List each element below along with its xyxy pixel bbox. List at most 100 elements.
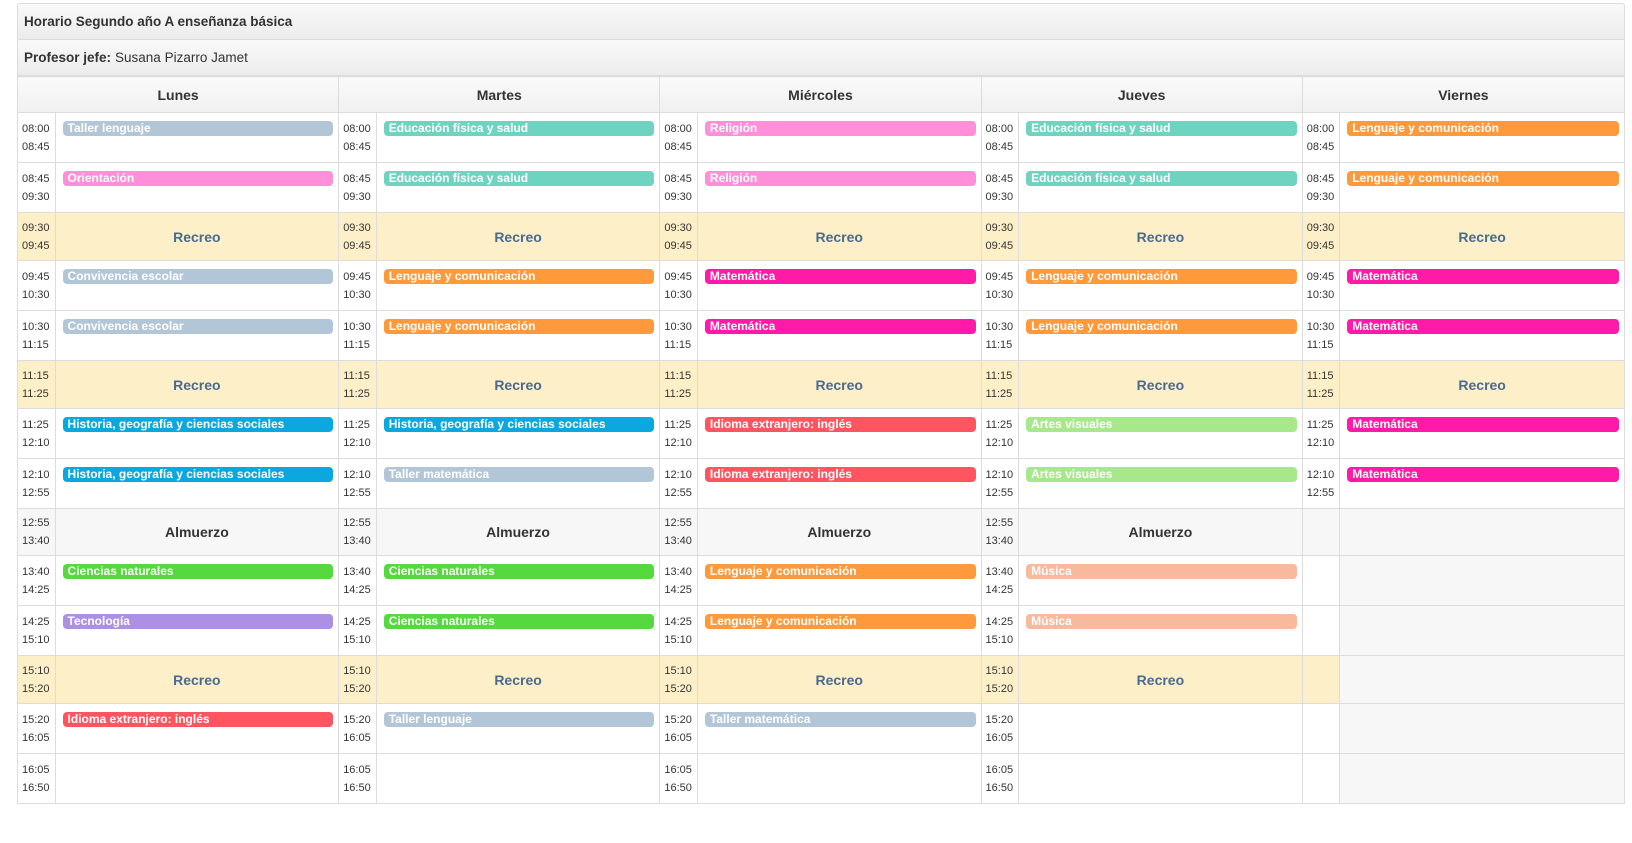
subject-badge[interactable]: Historia, geografía y ciencias sociales xyxy=(62,467,334,482)
subject-badge[interactable]: Matemática xyxy=(1347,319,1619,334)
time-slot: 08:45 09:30 xyxy=(1301,162,1341,213)
time-slot: 11:15 11:25 xyxy=(659,360,698,409)
subject-badge[interactable]: Educación física y salud xyxy=(1026,121,1297,136)
end-time: 12:55 xyxy=(1306,486,1335,499)
start-time: 16:05 xyxy=(343,763,371,776)
subject-badge[interactable]: Música xyxy=(1026,564,1297,579)
subject-badge[interactable]: Lenguaje y comunicación xyxy=(1026,269,1297,284)
subject-badge[interactable]: Historia, geografía y ciencias sociales xyxy=(62,417,334,432)
subject-badge[interactable]: Ciencias naturales xyxy=(62,564,334,579)
subject-badge[interactable]: Lenguaje y comunicación xyxy=(1347,171,1619,186)
subject-badge[interactable]: Matemática xyxy=(704,319,976,334)
end-time: 09:45 xyxy=(343,239,371,252)
recess-cell: Recreo xyxy=(696,360,982,409)
schedule-row: 12:55 13:40 Almuerzo 12:55 13:40 Almuerzo 12:5… xyxy=(17,508,1625,556)
end-time: 12:10 xyxy=(22,436,50,449)
subject-badge[interactable]: Tecnología xyxy=(62,614,334,629)
end-time: 08:45 xyxy=(664,140,692,153)
day-header-row: Lunes Martes Miércoles Jueves Viernes xyxy=(16,76,1626,113)
time-slot: 16:05 16:50 xyxy=(17,753,56,804)
time-slot: 10:30 11:15 xyxy=(17,310,56,361)
start-time: 11:25 xyxy=(664,418,692,431)
subject-badge[interactable]: Matemática xyxy=(1347,417,1619,432)
end-time: 11:25 xyxy=(664,387,692,400)
class-cell: Orientación xyxy=(54,162,340,213)
subject-badge[interactable]: Lenguaje y comunicación xyxy=(1026,319,1297,334)
end-time: 11:15 xyxy=(343,338,370,351)
subject-badge[interactable]: Lenguaje y comunicación xyxy=(383,319,655,334)
subject-badge[interactable]: Idioma extranjero: inglés xyxy=(704,417,976,432)
schedule-row: 08:00 08:45 Taller lenguaje 08:00 08:45 Educa… xyxy=(17,112,1625,163)
class-cell: Educación física y salud xyxy=(375,112,661,163)
subject-badge[interactable]: Matemática xyxy=(704,269,976,284)
subject-badge[interactable]: Lenguaje y comunicación xyxy=(704,614,976,629)
subject-badge[interactable]: Ciencias naturales xyxy=(383,564,655,579)
start-time: 12:10 xyxy=(22,468,50,481)
time-slot: 12:55 13:40 xyxy=(980,508,1020,556)
start-time: 11:25 xyxy=(1306,418,1334,431)
class-cell: Religión xyxy=(696,112,982,163)
time-slot: 15:10 15:20 xyxy=(17,655,56,704)
start-time: 09:45 xyxy=(343,270,371,283)
end-time: 10:30 xyxy=(22,288,50,301)
subject-badge[interactable]: Religión xyxy=(704,121,976,136)
empty-cell xyxy=(1339,703,1625,754)
subject-badge[interactable]: Educación física y salud xyxy=(383,171,655,186)
subject-badge[interactable]: Taller lenguaje xyxy=(383,712,655,727)
schedule-table: Lunes Martes Miércoles Jueves Viernes 08… xyxy=(16,76,1626,804)
subject-badge[interactable]: Lenguaje y comunicación xyxy=(1347,121,1619,136)
subject-badge[interactable]: Matemática xyxy=(1347,269,1619,284)
end-time: 13:40 xyxy=(664,535,692,547)
schedule-row: 13:40 14:25 Ciencias naturales 13:40 14:25 Ci… xyxy=(17,555,1625,606)
class-cell: Religión xyxy=(696,162,982,213)
subject-badge[interactable]: Taller lenguaje xyxy=(62,121,334,136)
time-slot: 14:25 15:10 xyxy=(338,605,377,656)
class-cell: Ciencias naturales xyxy=(375,555,661,606)
subject-badge[interactable]: Idioma extranjero: inglés xyxy=(62,712,334,727)
subject-badge[interactable]: Idioma extranjero: inglés xyxy=(704,467,976,482)
time-slot xyxy=(1301,703,1341,754)
start-time: 15:20 xyxy=(22,713,50,726)
end-time: 09:45 xyxy=(1306,239,1335,252)
start-time: 15:10 xyxy=(985,664,1014,677)
subject-badge[interactable]: Matemática xyxy=(1347,467,1619,482)
class-cell: Historia, geografía y ciencias sociales xyxy=(54,408,340,459)
subject-badge[interactable]: Religión xyxy=(704,171,976,186)
end-time: 14:25 xyxy=(343,583,371,596)
time-slot: 13:40 14:25 xyxy=(659,555,698,606)
time-slot: 09:30 09:45 xyxy=(338,212,377,261)
start-time: 11:15 xyxy=(985,369,1013,382)
subject-badge[interactable]: Artes visuales xyxy=(1026,417,1297,432)
start-time: 13:40 xyxy=(664,565,692,578)
schedule-row: 09:30 09:45 Recreo 09:30 09:45 Recreo 09:30 09:… xyxy=(17,212,1625,261)
start-time: 09:30 xyxy=(664,221,692,234)
subject-badge[interactable]: Orientación xyxy=(62,171,334,186)
subject-badge[interactable]: Educación física y salud xyxy=(1026,171,1297,186)
subject-badge[interactable]: Taller matemática xyxy=(383,467,655,482)
end-time: 09:30 xyxy=(664,190,692,203)
start-time: 12:10 xyxy=(1306,468,1335,481)
start-time: 11:15 xyxy=(1306,369,1334,382)
start-time: 09:45 xyxy=(1306,270,1335,283)
start-time: 12:10 xyxy=(985,468,1014,481)
time-slot: 08:00 08:45 xyxy=(659,112,698,163)
subject-badge[interactable]: Lenguaje y comunicación xyxy=(704,564,976,579)
class-cell: Música xyxy=(1018,555,1303,606)
subject-badge[interactable]: Lenguaje y comunicación xyxy=(383,269,655,284)
subject-badge[interactable]: Educación física y salud xyxy=(383,121,655,136)
end-time: 16:05 xyxy=(664,731,692,744)
end-time: 08:45 xyxy=(1306,140,1335,153)
subject-badge[interactable]: Convivencia escolar xyxy=(62,269,334,284)
class-cell: Educación física y salud xyxy=(1018,112,1303,163)
subject-badge[interactable]: Taller matemática xyxy=(704,712,976,727)
subject-badge[interactable]: Artes visuales xyxy=(1026,467,1297,482)
recess-cell: Recreo xyxy=(1339,212,1625,261)
time-slot xyxy=(1301,605,1341,656)
subject-badge[interactable]: Música xyxy=(1026,614,1297,629)
subject-badge[interactable]: Historia, geografía y ciencias sociales xyxy=(383,417,655,432)
class-cell: Lenguaje y comunicación xyxy=(1018,260,1303,311)
subject-badge[interactable]: Ciencias naturales xyxy=(383,614,655,629)
time-slot: 14:25 15:10 xyxy=(659,605,698,656)
subject-badge[interactable]: Convivencia escolar xyxy=(62,319,334,334)
recess-cell: Recreo xyxy=(375,655,661,704)
